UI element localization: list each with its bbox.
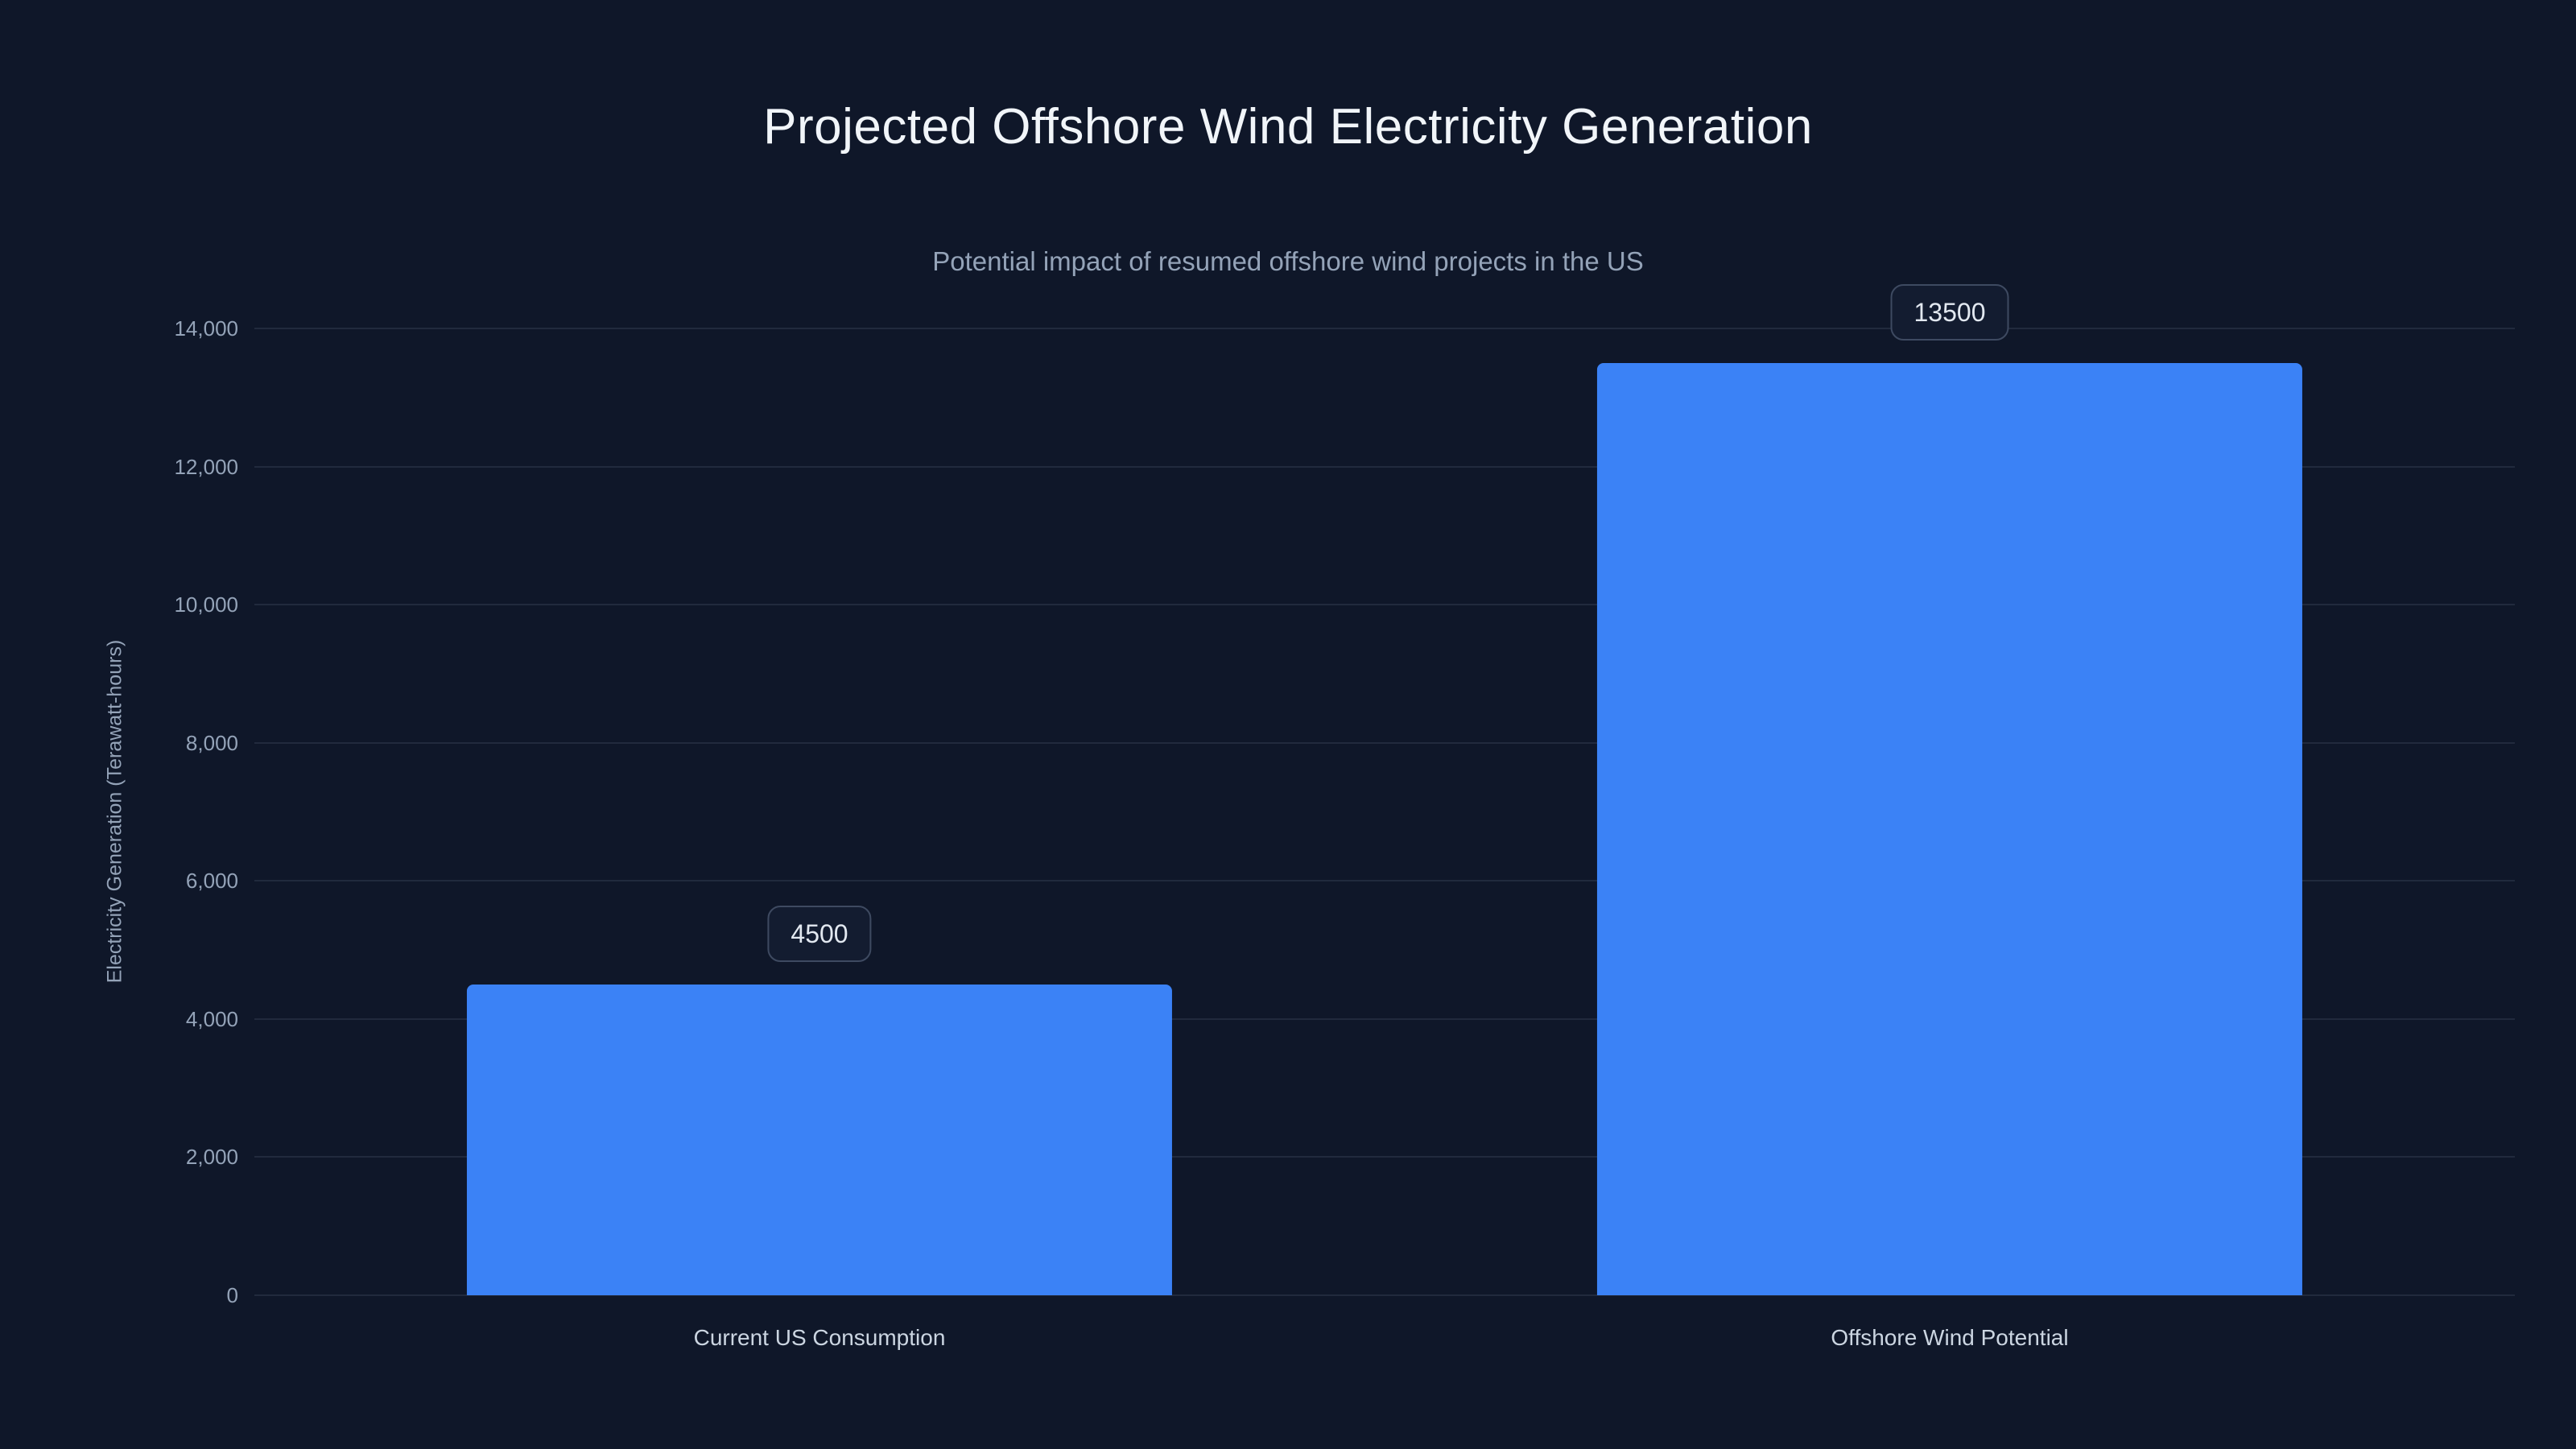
y-gridline bbox=[254, 328, 2515, 329]
y-gridline bbox=[254, 1294, 2515, 1296]
plot-area: 4500 13500 bbox=[254, 283, 2515, 1296]
y-gridline bbox=[254, 1018, 2515, 1020]
bar-value-label: 4500 bbox=[767, 905, 872, 962]
y-axis: 0 2,000 4,000 6,000 8,000 10,000 12,000 14,000 bbox=[0, 318, 238, 1306]
y-axis-tick-label: 0 bbox=[226, 1283, 238, 1307]
chart-title: Projected Offshore Wind Electricity Gene… bbox=[763, 99, 1813, 155]
y-axis-tick-label: 10,000 bbox=[174, 592, 238, 617]
y-gridline bbox=[254, 1156, 2515, 1158]
y-gridline bbox=[254, 604, 2515, 606]
y-axis-tick-label: 12,000 bbox=[174, 454, 238, 479]
y-gridline bbox=[254, 880, 2515, 882]
x-axis: Current US Consumption Offshore Wind Pote… bbox=[254, 1325, 2515, 1373]
chart-bar bbox=[1596, 362, 2303, 1295]
bar-value-label: 13500 bbox=[1890, 283, 2009, 341]
y-axis-tick-label: 6,000 bbox=[185, 869, 238, 894]
y-gridline bbox=[254, 741, 2515, 744]
y-axis-tick-label: 14,000 bbox=[174, 316, 238, 341]
chart-bar bbox=[466, 984, 1173, 1295]
y-axis-tick-label: 8,000 bbox=[185, 730, 238, 755]
x-axis-category-label: Offshore Wind Potential bbox=[1831, 1325, 2069, 1350]
y-axis-tick-label: 4,000 bbox=[185, 1006, 238, 1031]
chart-subtitle: Potential impact of resumed offshore win… bbox=[932, 246, 1644, 276]
y-axis-tick-label: 2,000 bbox=[185, 1145, 238, 1170]
x-axis-category-label: Current US Consumption bbox=[693, 1325, 946, 1350]
y-gridline bbox=[254, 465, 2515, 468]
